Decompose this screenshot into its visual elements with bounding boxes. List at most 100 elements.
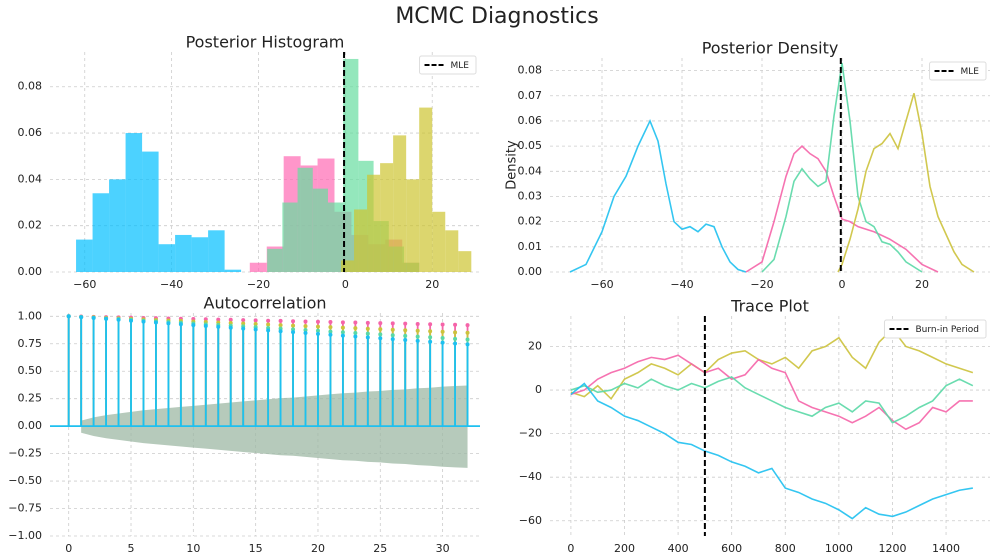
stem-marker	[440, 340, 445, 345]
x-tick-label: 30	[436, 542, 450, 554]
histogram-bar	[125, 133, 143, 272]
legend-label: MLE	[451, 61, 470, 71]
stem-marker	[241, 326, 246, 331]
series-line	[570, 376, 974, 424]
x-tick-label: 10	[186, 542, 200, 554]
histogram-bar	[175, 234, 192, 272]
stem-marker	[166, 321, 171, 326]
stem-marker	[353, 334, 358, 339]
histogram-bar	[419, 107, 433, 272]
stem-marker	[278, 318, 283, 323]
stem-marker	[403, 328, 408, 333]
stem-marker	[241, 318, 246, 323]
x-tick-label: 0	[839, 278, 846, 291]
y-tick-label: 0.08	[518, 64, 543, 77]
x-tick-label: 200	[614, 542, 635, 554]
chart-title: Autocorrelation	[204, 294, 327, 313]
y-tick-label: 0.06	[518, 114, 543, 127]
stem-marker	[216, 324, 221, 329]
y-tick-label: 0.00	[18, 419, 43, 432]
series-line	[745, 145, 939, 273]
stem-marker	[365, 331, 370, 336]
chart-title: Trace Plot	[730, 297, 809, 316]
stem-marker	[291, 327, 296, 332]
y-tick-label: 0.03	[518, 189, 543, 202]
stem-marker	[203, 323, 208, 328]
histogram-bar	[380, 163, 394, 272]
stem-marker	[415, 338, 420, 343]
stem-marker	[303, 330, 308, 335]
stem-marker	[328, 325, 333, 330]
x-tick-label: 800	[775, 542, 796, 554]
y-tick-label: 0.25	[18, 392, 43, 405]
x-tick-label: −60	[590, 278, 613, 291]
stem-marker	[465, 337, 470, 342]
stem-marker	[66, 314, 71, 319]
legend-box	[419, 55, 477, 75]
stem-marker	[403, 333, 408, 338]
y-tick-label: −40	[519, 470, 542, 483]
y-tick-label: 0.05	[518, 139, 543, 152]
stem-marker	[191, 323, 196, 328]
stem-marker	[465, 323, 470, 328]
stem-marker	[440, 322, 445, 327]
stem-marker	[315, 319, 320, 324]
stem-marker	[116, 317, 121, 322]
histogram-bar	[191, 237, 209, 272]
histogram-bar	[458, 251, 472, 272]
x-tick-label: −40	[160, 278, 183, 291]
stem-marker	[390, 333, 395, 338]
series-line	[570, 382, 973, 520]
x-tick-label: 1000	[825, 542, 853, 554]
stem-marker	[415, 328, 420, 333]
stem-marker	[353, 326, 358, 331]
stem-marker	[303, 324, 308, 329]
stem-marker	[440, 329, 445, 334]
stem-marker	[91, 316, 96, 321]
y-tick-label: −0.50	[8, 474, 42, 487]
x-tick-label: 20	[915, 278, 929, 291]
x-tick-label: 20	[425, 278, 439, 291]
stem-marker	[266, 318, 271, 323]
stem-marker	[328, 320, 333, 325]
x-tick-label: −20	[750, 278, 773, 291]
stem-marker	[440, 336, 445, 341]
stem-marker	[340, 320, 345, 325]
legend-label: MLE	[961, 67, 980, 77]
stem-marker	[365, 335, 370, 340]
stem-marker	[390, 321, 395, 326]
series-line	[837, 93, 975, 273]
stem-marker	[353, 330, 358, 335]
stem-marker	[465, 342, 470, 347]
histogram-bar	[354, 209, 368, 272]
histogram-bar	[341, 260, 355, 272]
y-tick-label: 0.02	[18, 219, 43, 232]
series-line	[570, 327, 974, 401]
histogram-bar	[393, 135, 407, 272]
x-tick-label: 0	[342, 278, 349, 291]
legend-box	[929, 61, 987, 81]
histogram-bar	[224, 269, 242, 272]
y-tick-label: 0.75	[18, 337, 43, 350]
stem-marker	[390, 327, 395, 332]
stem-marker	[216, 317, 221, 322]
stem-marker	[415, 321, 420, 326]
histogram-bar	[158, 244, 176, 272]
stem-marker	[228, 325, 233, 330]
chart-title: Posterior Density	[702, 39, 839, 58]
stem-marker	[428, 322, 433, 327]
x-tick-label: 5	[128, 542, 135, 554]
histogram-bar	[312, 188, 328, 272]
y-tick-label: 1.00	[18, 309, 43, 322]
x-tick-label: −60	[73, 278, 96, 291]
x-tick-label: 0	[567, 542, 574, 554]
stem-marker	[378, 327, 383, 332]
stem-marker	[315, 331, 320, 336]
histogram-bar	[267, 248, 283, 272]
figure-title: MCMC Diagnostics	[395, 4, 598, 29]
x-tick-label: 25	[373, 542, 387, 554]
y-tick-label: 0.04	[518, 164, 543, 177]
stem-marker	[241, 321, 246, 326]
x-tick-label: 20	[311, 542, 325, 554]
